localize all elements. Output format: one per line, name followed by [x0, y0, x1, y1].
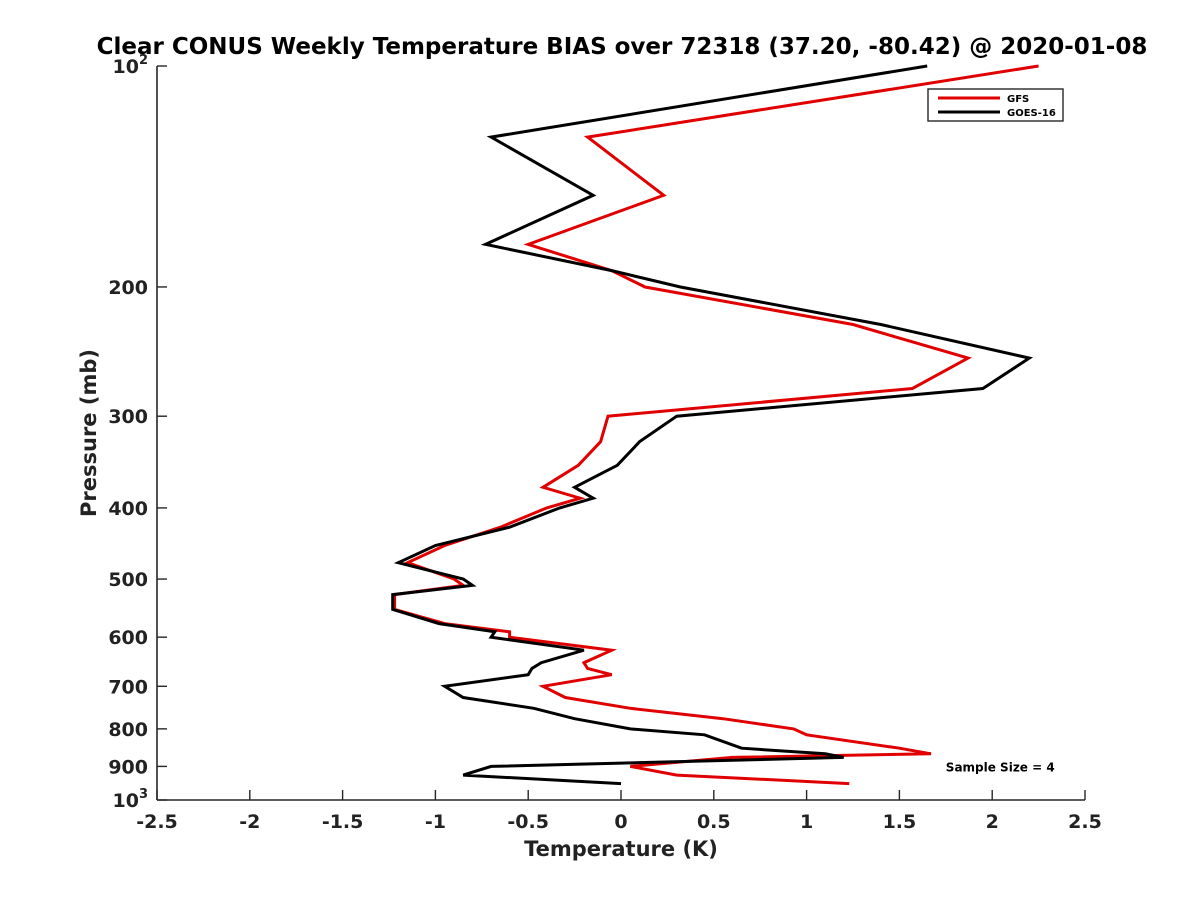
y-axis-label: Pressure (mb) [77, 349, 101, 517]
x-tick-label: 2 [986, 811, 999, 833]
annotations: Sample Size = 4 [946, 760, 1055, 774]
y-tick-label: 200 [108, 277, 148, 299]
x-tick-label: -1.5 [322, 811, 364, 833]
y-tick-label: 400 [108, 498, 148, 520]
y-tick-label: 700 [108, 676, 148, 698]
y-tick-label: 600 [108, 627, 148, 649]
legend-label: GFS [1007, 94, 1029, 105]
legend-box [927, 88, 1064, 122]
y-tick-label: 103 [113, 787, 149, 812]
y-tick-label: 300 [108, 406, 148, 428]
x-tick-label: 1 [800, 811, 813, 833]
sample-size-annotation: Sample Size = 4 [946, 760, 1055, 774]
x-tick-label: 0 [614, 811, 627, 833]
y-tick-label: 500 [108, 569, 148, 591]
chart-axes: -2.5 -2 -1.5 -1 -0.5 0 0.5 1 1.5 2 2.5 102 200 300 400… [108, 53, 1102, 833]
x-axis-label: Temperature (K) [524, 837, 718, 861]
x-tick-label: 2.5 [1068, 811, 1102, 833]
x-tick-label: -1 [425, 811, 446, 833]
chart-title: Clear CONUS Weekly Temperature BIAS over… [97, 34, 1148, 60]
x-tick-label: -0.5 [507, 811, 549, 833]
y-tick-label: 800 [108, 719, 148, 741]
series-line-goes-16 [391, 64, 1034, 786]
series-layer [391, 64, 1039, 786]
x-tick-label: 1.5 [883, 811, 917, 833]
y-tick-label: 102 [113, 53, 149, 78]
x-tick-label: -2.5 [136, 811, 178, 833]
x-tick-label: 0.5 [697, 811, 731, 833]
series-line-gfs [393, 64, 1039, 786]
x-tick-label: -2 [239, 811, 260, 833]
y-tick-label: 900 [108, 756, 148, 778]
legend: GFS GOES-16 [927, 88, 1064, 122]
legend-label: GOES-16 [1007, 108, 1056, 119]
